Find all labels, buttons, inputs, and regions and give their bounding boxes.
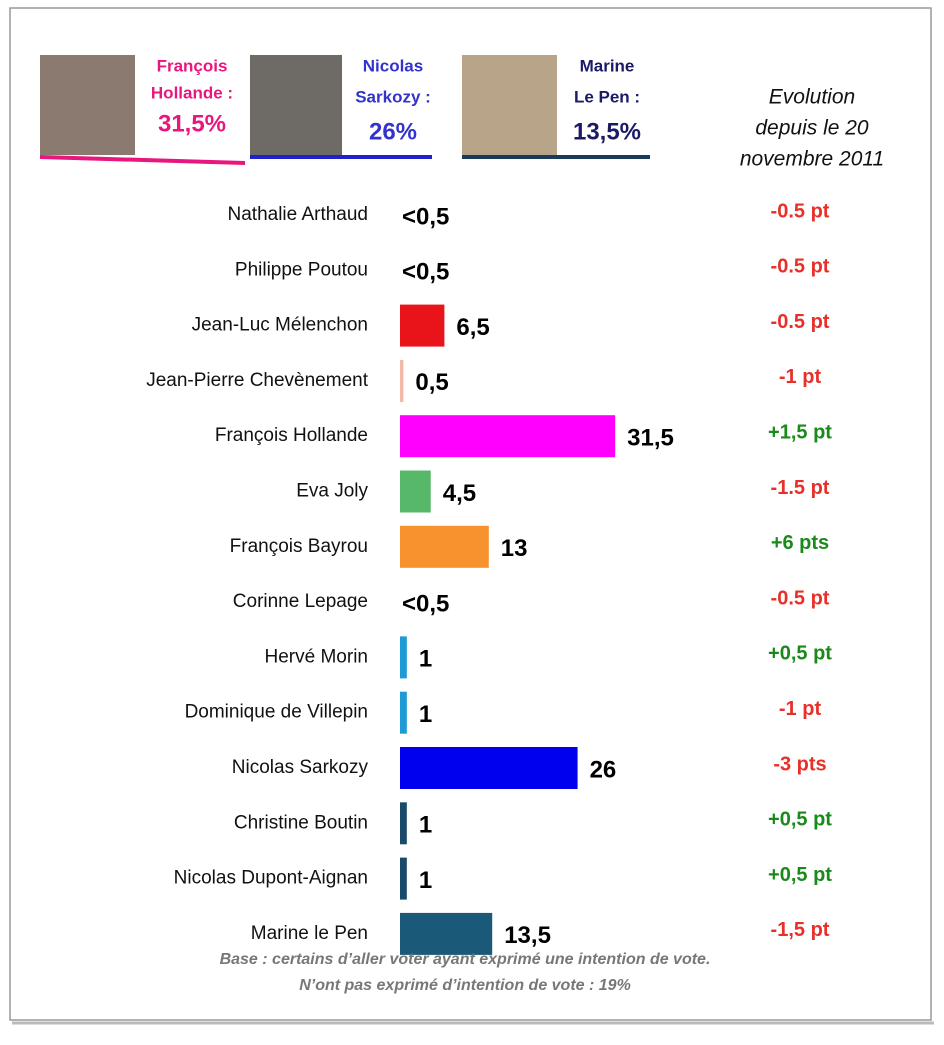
value-label: 1	[419, 867, 432, 894]
bar	[400, 691, 407, 734]
category-label: Nicolas Sarkozy	[232, 757, 369, 778]
header-name: Hollande :	[151, 83, 233, 102]
value-label: 13,5	[504, 922, 551, 949]
header-name: Le Pen :	[574, 87, 640, 106]
evolution-title: Evolution	[769, 86, 855, 109]
value-label: 6,5	[456, 314, 489, 341]
category-label: Hervé Morin	[265, 646, 368, 667]
bar	[400, 912, 493, 955]
header-name: François	[157, 56, 228, 75]
evolution-title: novembre 2011	[740, 148, 884, 171]
bar	[400, 747, 578, 789]
value-label: 1	[419, 646, 432, 673]
evolution: -1 pt	[779, 698, 822, 720]
category-label: Marine le Pen	[251, 923, 368, 944]
bar	[400, 857, 407, 900]
bar	[400, 359, 404, 402]
value-label: 13	[501, 535, 528, 562]
evolution: -0.5 pt	[771, 311, 830, 333]
category-label: Nathalie Arthaud	[228, 204, 369, 225]
bar	[400, 525, 489, 568]
bar	[400, 470, 431, 513]
evolution: -1.5 pt	[771, 477, 830, 499]
evolution: -1 pt	[779, 366, 822, 388]
category-label: Jean-Pierre Chevènement	[146, 370, 369, 391]
bar	[400, 415, 616, 458]
bar	[400, 636, 407, 679]
value-label: 1	[419, 701, 432, 728]
bar	[400, 304, 445, 347]
category-label: François Bayrou	[230, 536, 368, 557]
underline	[39, 155, 246, 165]
value-label: 0,5	[415, 369, 448, 396]
header-name: Marine	[580, 56, 635, 75]
category-label: Nicolas Dupont-Aignan	[174, 868, 368, 889]
photo	[462, 55, 557, 155]
evolution: +0,5 pt	[768, 809, 832, 831]
header-value: 13,5%	[573, 118, 641, 145]
category-label: François Hollande	[215, 425, 368, 446]
evolution: -0.5 pt	[771, 587, 830, 609]
value-label: 26	[590, 756, 617, 783]
value-label: 31,5	[627, 425, 674, 452]
evolution: -0.5 pt	[771, 256, 830, 278]
evolution: +1,5 pt	[768, 421, 832, 443]
value-label: <0,5	[402, 203, 449, 230]
value-label: <0,5	[402, 590, 449, 617]
category-label: Jean-Luc Mélenchon	[192, 315, 368, 336]
evolution: -1,5 pt	[771, 919, 830, 941]
header-value: 31,5%	[158, 110, 226, 137]
frame	[9, 7, 932, 1021]
value-label: <0,5	[402, 259, 449, 286]
evolution: +0,5 pt	[768, 864, 832, 886]
footnote: Base : certains d’aller voter ayant expr…	[220, 951, 711, 968]
evolution: +0,5 pt	[768, 643, 832, 665]
photo	[250, 55, 342, 155]
evolution-title: depuis le 20	[755, 117, 869, 140]
evolution: +6 pts	[771, 532, 829, 554]
category-label: Christine Boutin	[234, 812, 368, 833]
value-label: 1	[419, 812, 432, 839]
bar	[400, 802, 407, 845]
photo	[40, 55, 135, 155]
category-label: Dominique de Villepin	[185, 702, 368, 723]
header-name: Sarkozy :	[355, 87, 431, 106]
category-label: Philippe Poutou	[235, 259, 368, 280]
header-name: Nicolas	[363, 56, 423, 75]
category-label: Eva Joly	[296, 481, 368, 502]
category-label: Corinne Lepage	[233, 591, 368, 612]
footnote: N’ont pas exprimé d’intention de vote : …	[299, 977, 631, 994]
value-label: 4,5	[443, 480, 476, 507]
header-value: 26%	[369, 118, 417, 145]
evolution: -3 pts	[773, 753, 826, 775]
evolution: -0.5 pt	[771, 200, 830, 222]
